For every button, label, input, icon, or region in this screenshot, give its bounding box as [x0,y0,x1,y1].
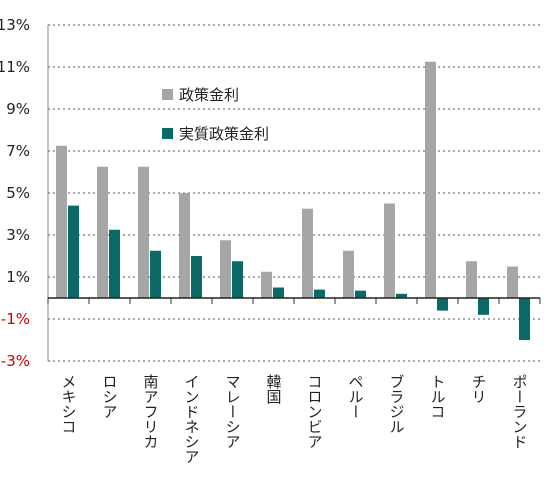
bar-real-policy-rate [478,298,489,315]
x-tick-label: 南アフリカ [142,374,160,449]
bars [56,61,530,340]
bar-real-policy-rate [150,250,161,298]
bar-real-policy-rate [232,261,243,298]
x-axis: メキシコ ロシア 南アフリカ インドネシア マレーシア 韓国 コロンビア ペルー ブラジル トルコ… [47,297,541,464]
bar-real-policy-rate [191,256,202,298]
x-tick-label: ロシア [101,374,119,419]
y-axis: 13% 11% 9% 7% 5% 3% 1% -1% -3% [0,16,49,370]
legend-swatch [162,89,173,100]
x-tick-label: インドネシア [183,374,201,464]
bar-real-policy-rate [396,293,407,298]
bar-policy-rate [425,61,436,298]
bar-real-policy-rate [519,298,530,340]
legend-label: 実質政策金利 [179,125,269,143]
x-tick-label: ポーランド [511,374,529,449]
x-tick-label: トルコ [429,374,447,419]
y-tick-label: 5% [6,184,30,202]
y-tick-label: 11% [0,58,30,76]
bar-policy-rate [507,266,518,298]
bar-policy-rate [302,208,313,298]
legend-label: 政策金利 [179,86,239,104]
bar-real-policy-rate [273,287,284,298]
bar-policy-rate [261,271,272,298]
bar-real-policy-rate [109,229,120,298]
bar-policy-rate [97,166,108,298]
x-tick-label: コロンビア [306,374,324,449]
bar-policy-rate [466,261,477,298]
x-tick-label: チリ [470,374,488,404]
bar-policy-rate [343,250,354,298]
x-tick-label: ペルー [347,374,365,419]
y-tick-label: 3% [6,226,30,244]
bar-real-policy-rate [355,290,366,298]
bar-policy-rate [384,203,395,298]
y-tick-label: 1% [6,268,30,286]
y-tick-label: 13% [0,16,30,34]
y-tick-label: -3% [1,352,30,370]
bar-policy-rate [220,240,231,298]
x-tick-label: マレーシア [224,374,242,449]
x-tick-label: メキシコ [60,374,78,434]
x-tick-label: ブラジル [388,374,406,434]
grid-lines [48,24,540,362]
y-tick-label: -1% [1,310,30,328]
bar-real-policy-rate [437,298,448,311]
y-tick-label: 7% [6,142,30,160]
bar-real-policy-rate [68,205,79,298]
bar-policy-rate [138,166,149,298]
x-tick-label: 韓国 [265,374,283,404]
bar-policy-rate [179,193,190,298]
legend-swatch [162,128,173,139]
y-tick-label: 9% [6,100,30,118]
bar-real-policy-rate [314,289,325,298]
bar-policy-rate [56,145,67,298]
